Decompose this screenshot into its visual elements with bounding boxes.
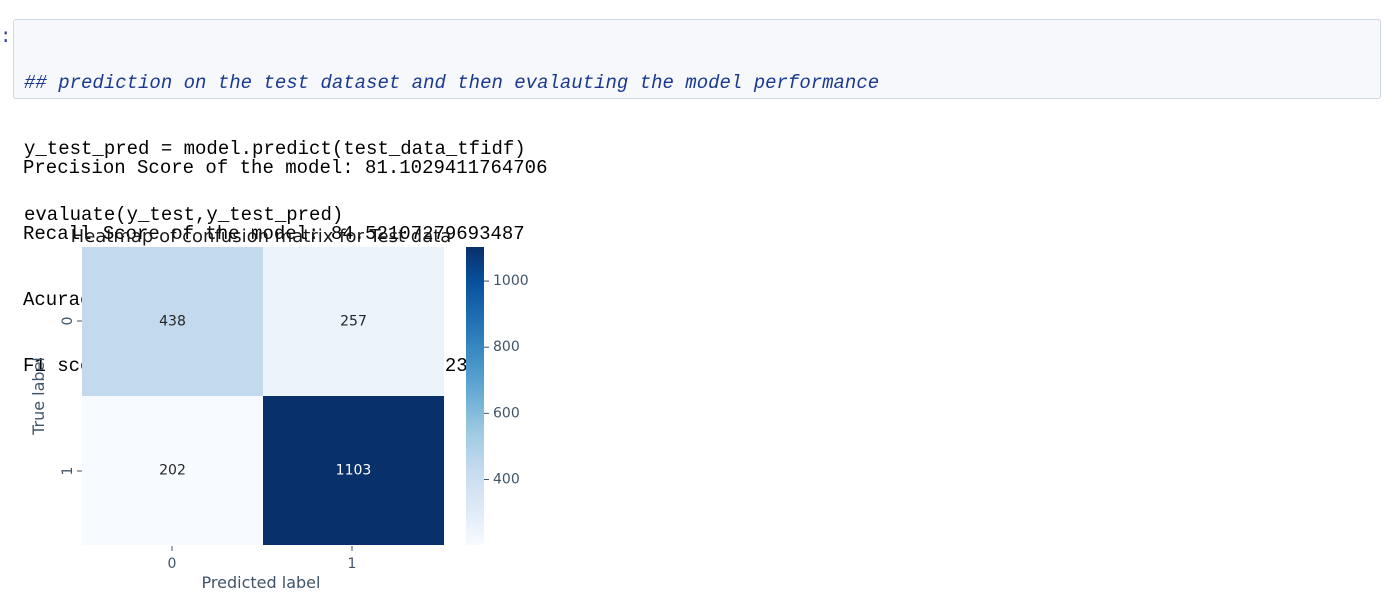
heatmap-value-r0-c0: 438 (159, 314, 186, 330)
y-tick-label-0: 0 (60, 317, 76, 326)
recall-score-line: Recall Score of the model: 84.5210727969… (23, 223, 525, 245)
x-tick-label-1: 1 (348, 556, 357, 572)
code-line-evaluate: evaluate(y_test,y_test_pred) (24, 204, 344, 226)
x-axis-label: Predicted label (202, 573, 321, 592)
x-tick-label-0: 0 (168, 556, 177, 572)
colorbar-gradient (466, 247, 484, 545)
y-axis: 0 1 True label (29, 317, 82, 476)
code-line-predict: y_test_pred = model.predict(test_data_tf… (24, 138, 526, 160)
heatmap-cells (82, 247, 444, 545)
x-axis: 0 1 Predicted label (168, 546, 357, 592)
chart-title: Heatmap of confusion matrix for Test dat… (71, 226, 452, 247)
confusion-matrix-heatmap: Heatmap of confusion matrix for Test dat… (29, 226, 529, 592)
heatmap-value-r1-c1: 1103 (336, 463, 372, 479)
precision-score-line: Precision Score of the model: 81.1029411… (23, 157, 548, 179)
y-axis-label: True label (29, 357, 48, 436)
heatmap-cell-r0-c0 (82, 247, 263, 396)
heatmap-value-r1-c0: 202 (159, 463, 186, 479)
colorbar-tick-label-1: 600 (493, 405, 520, 421)
code-comment-line: ## prediction on the test dataset and th… (24, 72, 880, 94)
colorbar-ticks: 400 600 800 1000 (484, 273, 529, 488)
code-cell-editor[interactable]: ## prediction on the test dataset and th… (13, 19, 1381, 226)
cell-prompt: : (0, 26, 12, 48)
heatmap-cell-r1-c1 (263, 396, 444, 545)
heatmap-cell-r0-c1 (263, 247, 444, 396)
colorbar-tick-label-2: 800 (493, 339, 520, 355)
heatmap-value-r0-c1: 257 (340, 314, 367, 330)
heatmap-cell-r1-c0 (82, 396, 263, 545)
heatmap-cell-labels: 438 257 202 1103 (159, 314, 371, 479)
colorbar-tick-label-3: 1000 (493, 273, 529, 289)
colorbar: 400 600 800 1000 (466, 247, 529, 545)
colorbar-tick-label-0: 400 (493, 472, 520, 488)
y-tick-label-1: 1 (60, 467, 76, 476)
